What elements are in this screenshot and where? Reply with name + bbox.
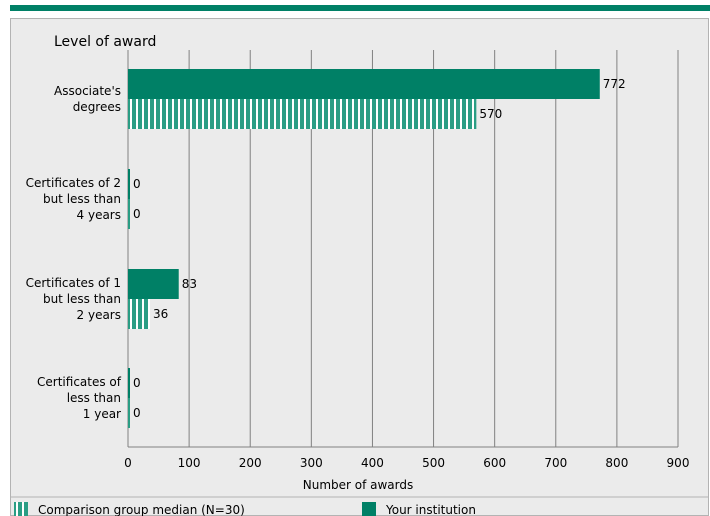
x-tick-label: 300 bbox=[300, 456, 323, 470]
x-tick-label: 0 bbox=[124, 456, 132, 470]
x-tick-label: 900 bbox=[667, 456, 690, 470]
top-accent-bar bbox=[10, 5, 710, 11]
x-tick-label: 700 bbox=[544, 456, 567, 470]
category-label: but less than bbox=[43, 192, 121, 206]
category-label: 2 years bbox=[77, 308, 121, 322]
bar bbox=[128, 199, 130, 229]
x-tick-label: 100 bbox=[178, 456, 201, 470]
data-label: 0 bbox=[133, 406, 141, 420]
data-label: 0 bbox=[133, 177, 141, 191]
category-label: 4 years bbox=[77, 208, 121, 222]
category-label: less than bbox=[67, 391, 121, 405]
data-label: 83 bbox=[182, 277, 197, 291]
bar bbox=[128, 169, 130, 199]
bar bbox=[128, 299, 150, 329]
chart-title: Level of award bbox=[54, 34, 156, 50]
category-label: but less than bbox=[43, 292, 121, 306]
legend-swatch bbox=[362, 502, 376, 516]
bar bbox=[128, 398, 130, 428]
x-tick-label: 800 bbox=[605, 456, 628, 470]
bar bbox=[128, 269, 179, 299]
legend-label: Comparison group median (N=30) bbox=[38, 503, 245, 516]
bar bbox=[128, 368, 130, 398]
category-label: 1 year bbox=[83, 407, 121, 421]
category-label: Certificates of 1 bbox=[26, 276, 121, 290]
legend-label: Your institution bbox=[385, 503, 476, 516]
legend-swatch bbox=[14, 502, 28, 516]
bar bbox=[128, 99, 477, 129]
data-label: 772 bbox=[603, 77, 626, 91]
x-tick-label: 200 bbox=[239, 456, 262, 470]
x-tick-labels: 0 100 200 300 400 500 600 700 800 900 bbox=[124, 456, 689, 470]
data-label: 0 bbox=[133, 376, 141, 390]
x-tick-label: 500 bbox=[422, 456, 445, 470]
x-tick-label: 400 bbox=[361, 456, 384, 470]
category-label: degrees bbox=[73, 100, 121, 114]
category-label: Associate's bbox=[54, 84, 121, 98]
data-label: 36 bbox=[153, 307, 168, 321]
x-tick-label: 600 bbox=[483, 456, 506, 470]
legend: Comparison group median (N=30) Your insti… bbox=[14, 502, 476, 516]
bars: 772 570 0 0 83 36 0 0 bbox=[128, 69, 626, 428]
category-label: Certificates of 2 bbox=[26, 176, 121, 190]
category-label: Certificates of bbox=[37, 375, 122, 389]
bar bbox=[128, 69, 600, 99]
x-axis-label: Number of awards bbox=[303, 478, 414, 492]
category-labels: Associate's degrees Certificates of 2 but l… bbox=[26, 84, 122, 421]
data-label: 0 bbox=[133, 207, 141, 221]
data-label: 570 bbox=[479, 107, 502, 121]
